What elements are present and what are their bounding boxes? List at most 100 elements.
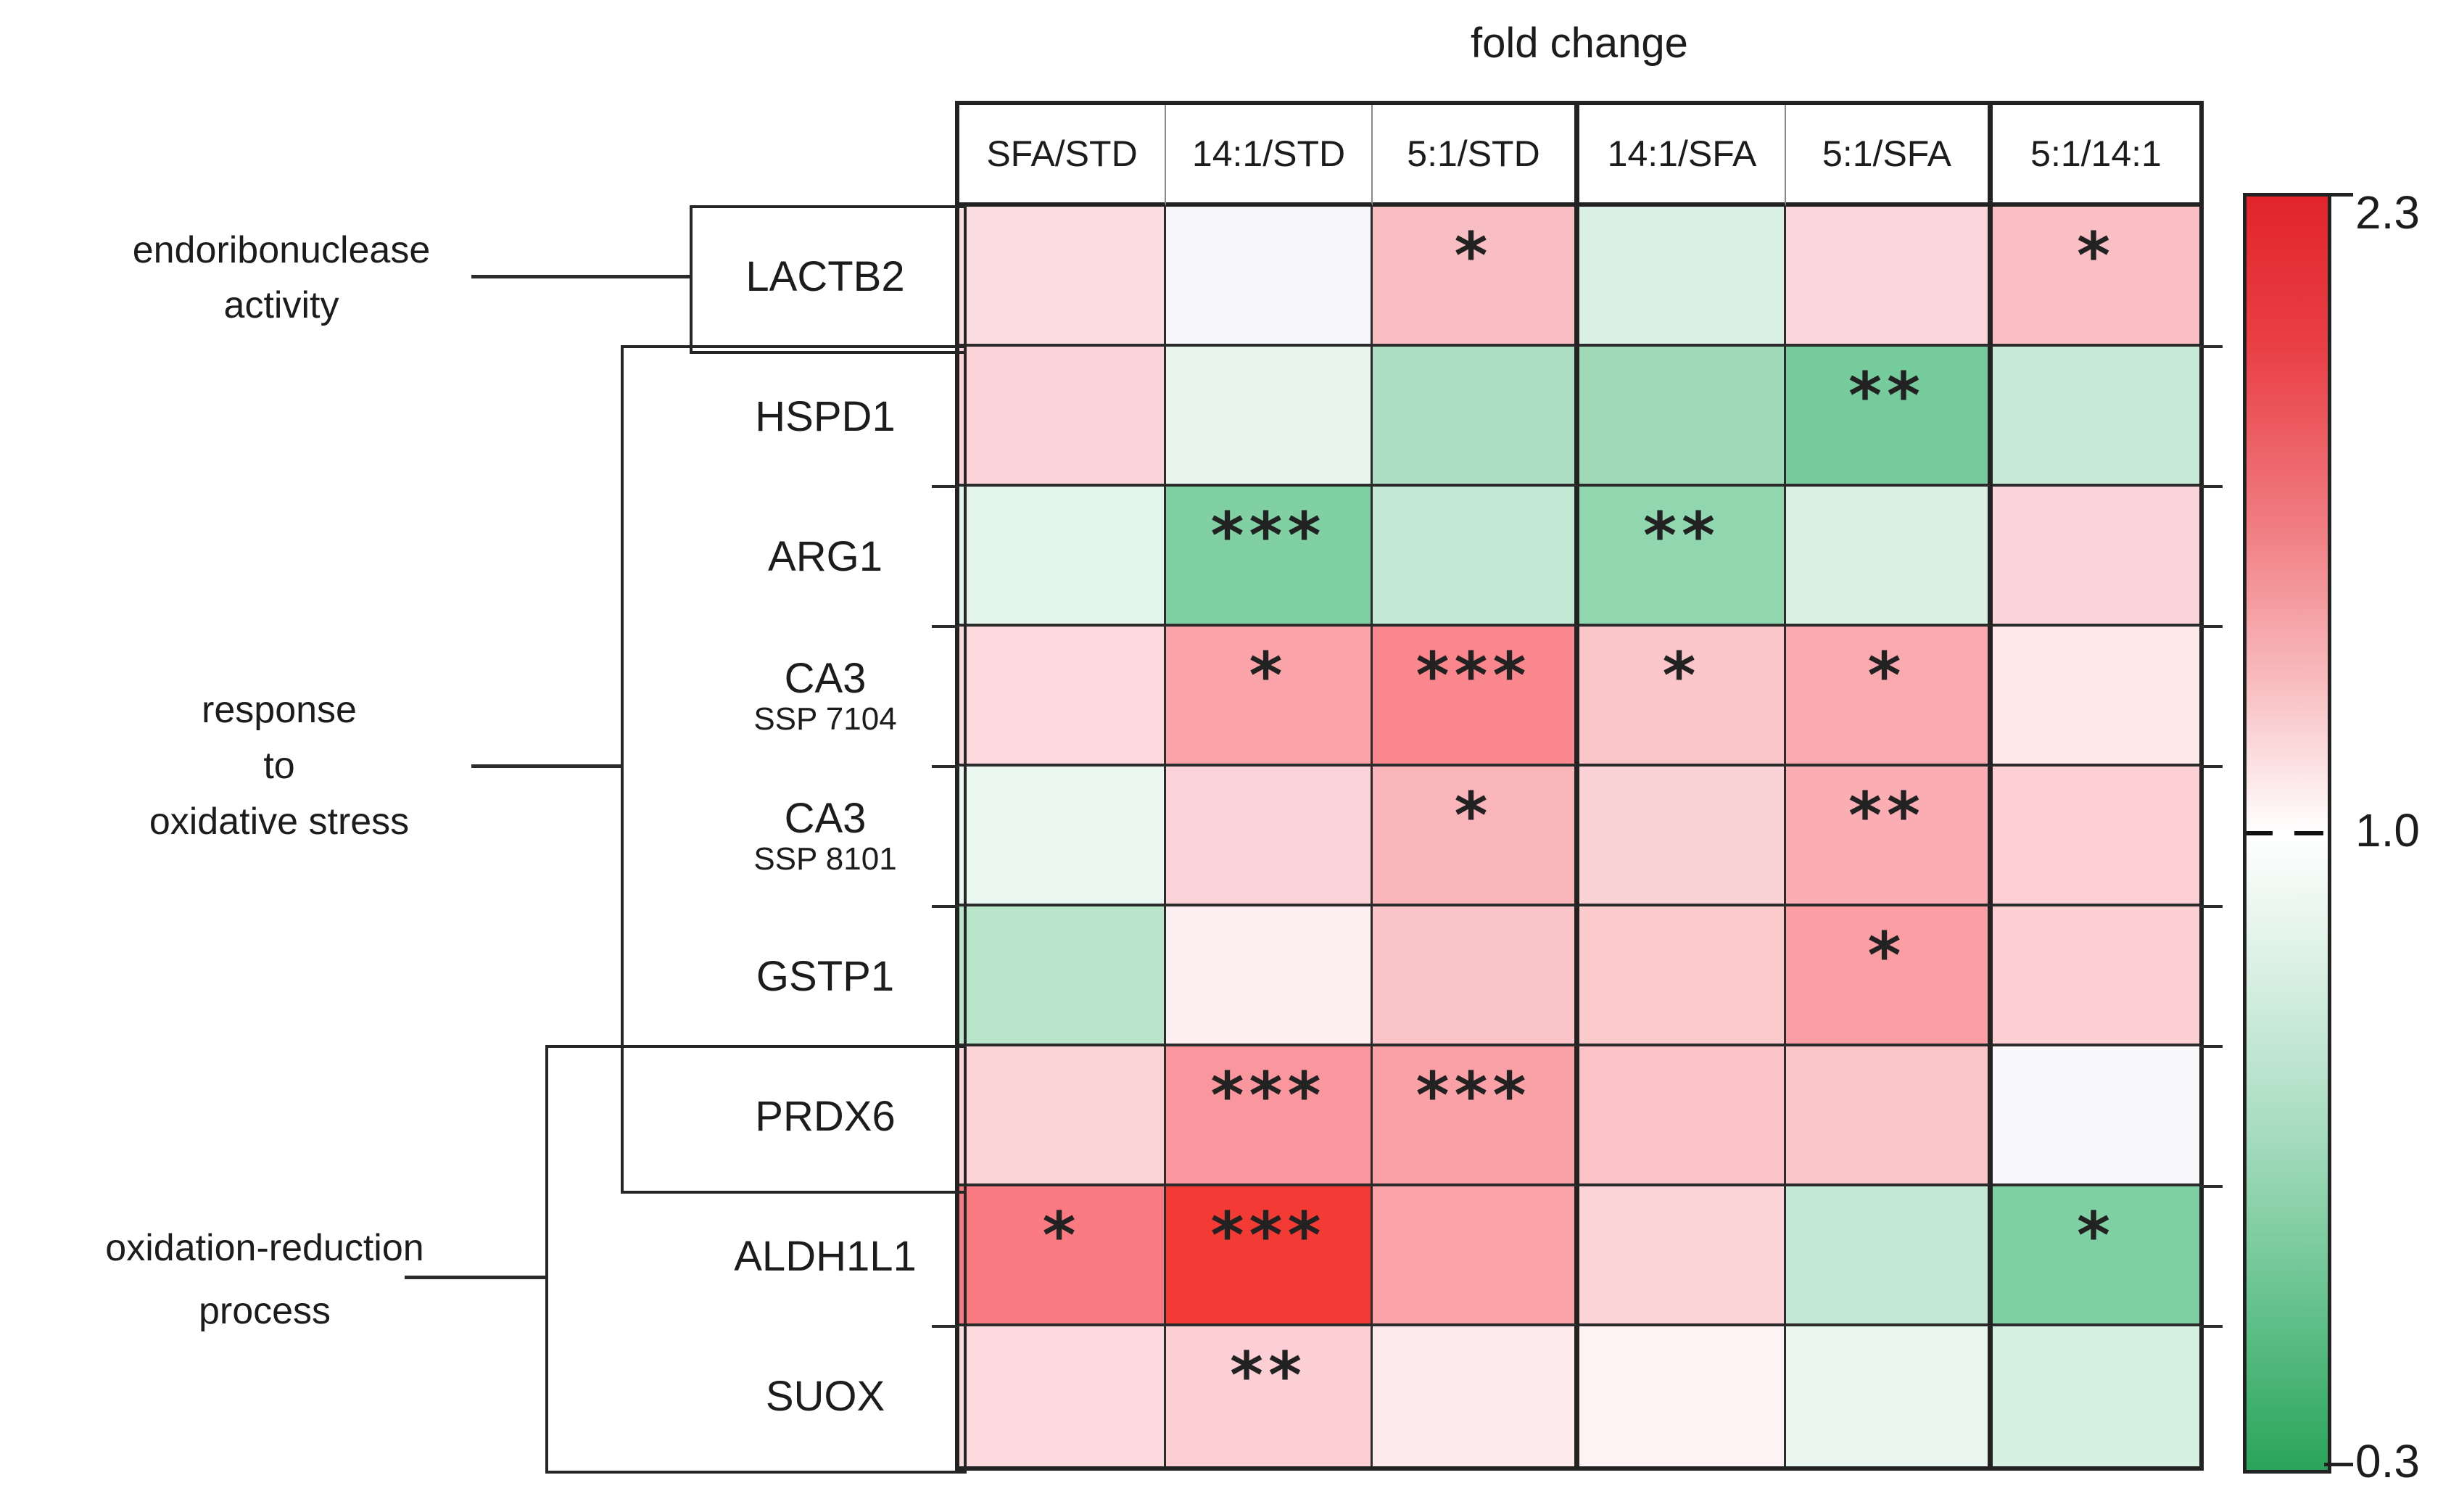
significance-marker: *** <box>1415 1058 1532 1133</box>
row-label-PRDX6: PRDX6 <box>691 1046 959 1186</box>
row-separator-tick <box>2199 905 2223 908</box>
gene-name: CA3 <box>784 794 867 842</box>
colorbar-min-tick <box>2324 1463 2353 1466</box>
heatmap-cell-LACTB2-5:1/STD: * <box>1373 207 1579 347</box>
gene-name: PRDX6 <box>755 1092 896 1140</box>
significance-marker: * <box>2076 1198 2116 1273</box>
significance-marker: * <box>1867 918 1906 993</box>
row-separator-tick <box>2199 1185 2223 1188</box>
row-separator-tick <box>932 485 959 488</box>
heatmap-cell-ALDH1L1-5:1/SFA <box>1786 1186 1993 1326</box>
row-separator-tick <box>932 905 959 908</box>
column-header-5:1/14:1: 5:1/14:1 <box>1993 105 2199 207</box>
colorbar-gradient <box>2243 193 2331 1474</box>
group-label-oxidation-reduction-process: oxidation-reduction process <box>33 1217 497 1343</box>
heatmap-cell-PRDX6-5:1/14:1 <box>1993 1046 2199 1186</box>
significance-marker: * <box>1867 638 1906 713</box>
heatmap-cell-CA3-SSP7104-5:1/SFA: * <box>1786 627 1993 767</box>
heatmap-cell-GSTP1-5:1/STD <box>1373 906 1579 1046</box>
heatmap-cell-ARG1-SFA/STD <box>959 487 1166 627</box>
heatmap-grid: SFA/STD 14:1/STD 5:1/STD 14:1/SFA 5:1/SFA 5:1… <box>959 105 2199 1466</box>
row-separator-tick <box>932 625 959 628</box>
column-header-5:1/STD: 5:1/STD <box>1373 105 1579 207</box>
heatmap-cell-SUOX-14:1/SFA <box>1579 1326 1786 1466</box>
heatmap-cell-LACTB2-5:1/SFA <box>1786 207 1993 347</box>
heatmap-cell-ARG1-14:1/SFA: ** <box>1579 487 1786 627</box>
row-separator-tick <box>2199 625 2223 628</box>
colorbar-max-label: 2.3 <box>2355 186 2420 239</box>
heatmap-cell-PRDX6-5:1/STD: *** <box>1373 1046 1579 1186</box>
group-box-oxidation-reduction-process <box>545 1045 967 1474</box>
gene-name: HSPD1 <box>755 392 896 440</box>
heatmap-cell-SUOX-5:1/SFA <box>1786 1326 1993 1466</box>
gene-name: ARG1 <box>768 532 883 580</box>
significance-marker: ** <box>1229 1338 1307 1413</box>
heatmap-cell-PRDX6-14:1/STD: *** <box>1166 1046 1373 1186</box>
group-label-endoribonuclease-activity: endoribonuclease activity <box>64 223 499 333</box>
row-separator-tick <box>2199 485 2223 488</box>
significance-marker: ** <box>1848 358 1926 433</box>
group-box-endoribonuclease-activity <box>690 205 967 354</box>
heatmap-cell-CA3-SSP8101-14:1/STD <box>1166 767 1373 906</box>
gene-name: ALDH1L1 <box>734 1232 917 1280</box>
group-label-line: process <box>198 1290 331 1332</box>
heatmap-cell-ARG1-5:1/SFA <box>1786 487 1993 627</box>
significance-marker: ** <box>1848 778 1926 853</box>
heatmap-cell-CA3-SSP8101-5:1/STD: * <box>1373 767 1579 906</box>
gene-name: GSTP1 <box>756 952 895 1000</box>
heatmap-cell-SUOX-SFA/STD <box>959 1326 1166 1466</box>
heatmap-cell-HSPD1-SFA/STD <box>959 347 1166 487</box>
group-label-line: response <box>202 689 357 731</box>
heatmap-cell-ALDH1L1-14:1/SFA <box>1579 1186 1786 1326</box>
row-label-GSTP1: GSTP1 <box>691 906 959 1046</box>
significance-marker: *** <box>1415 638 1532 713</box>
heatmap-cell-CA3-SSP8101-SFA/STD <box>959 767 1166 906</box>
heatmap-cell-LACTB2-5:1/14:1: * <box>1993 207 2199 347</box>
heatmap-cell-PRDX6-14:1/SFA <box>1579 1046 1786 1186</box>
heatmap-cell-GSTP1-14:1/STD <box>1166 906 1373 1046</box>
row-label-CA3-SSP8101: CA3 SSP 8101 <box>691 767 959 906</box>
heatmap-cell-SUOX-5:1/STD <box>1373 1326 1579 1466</box>
heatmap-cell-ARG1-5:1/STD <box>1373 487 1579 627</box>
connector-response-oxidative-stress <box>471 764 622 768</box>
column-header-14:1/STD: 14:1/STD <box>1166 105 1373 207</box>
heatmap-cell-CA3-SSP7104-14:1/STD: * <box>1166 627 1373 767</box>
significance-marker: ** <box>1642 498 1721 573</box>
significance-marker: * <box>1662 638 1701 713</box>
row-label-SUOX: SUOX <box>691 1326 959 1466</box>
row-label-LACTB2: LACTB2 <box>691 207 959 347</box>
gene-spot-id: SSP 8101 <box>753 840 897 877</box>
gene-name: SUOX <box>765 1372 885 1420</box>
significance-marker: *** <box>1210 1058 1326 1133</box>
group-label-line: endoribonuclease <box>132 229 431 271</box>
significance-marker: * <box>1454 778 1493 853</box>
significance-marker: *** <box>1210 498 1326 573</box>
heatmap-cell-GSTP1-5:1/14:1 <box>1993 906 2199 1046</box>
gene-spot-id: SSP 7104 <box>753 701 897 737</box>
colorbar-mid-dash <box>2294 831 2323 835</box>
heatmap-cell-CA3-SSP8101-5:1/SFA: ** <box>1786 767 1993 906</box>
significance-marker: * <box>1454 218 1493 293</box>
heatmap-cell-PRDX6-SFA/STD <box>959 1046 1166 1186</box>
heatmap-cell-GSTP1-14:1/SFA <box>1579 906 1786 1046</box>
chart-title: fold change <box>1471 20 1688 67</box>
heatmap-cell-CA3-SSP8101-5:1/14:1 <box>1993 767 2199 906</box>
heatmap-cell-HSPD1-14:1/SFA <box>1579 347 1786 487</box>
row-separator-tick <box>2199 765 2223 768</box>
group-label-line: oxidation-reduction <box>105 1227 424 1269</box>
significance-marker: * <box>1042 1198 1081 1273</box>
row-label-ALDH1L1: ALDH1L1 <box>691 1186 959 1326</box>
heatmap-cell-HSPD1-14:1/STD <box>1166 347 1373 487</box>
row-separator-tick <box>932 1325 959 1328</box>
heatmap-cell-PRDX6-5:1/SFA <box>1786 1046 1993 1186</box>
group-label-line: activity <box>223 284 339 326</box>
colorbar-mid-label: 1.0 <box>2355 804 2420 856</box>
group-label-line: oxidative stress <box>149 801 410 843</box>
colorbar-min-label: 0.3 <box>2355 1435 2420 1487</box>
column-header-5:1/SFA: 5:1/SFA <box>1786 105 1993 207</box>
heatmap-cell-CA3-SSP7104-SFA/STD <box>959 627 1166 767</box>
group-label-line: to <box>263 745 295 787</box>
column-header-14:1/SFA: 14:1/SFA <box>1579 105 1786 207</box>
heatmap-cell-CA3-SSP8101-14:1/SFA <box>1579 767 1786 906</box>
